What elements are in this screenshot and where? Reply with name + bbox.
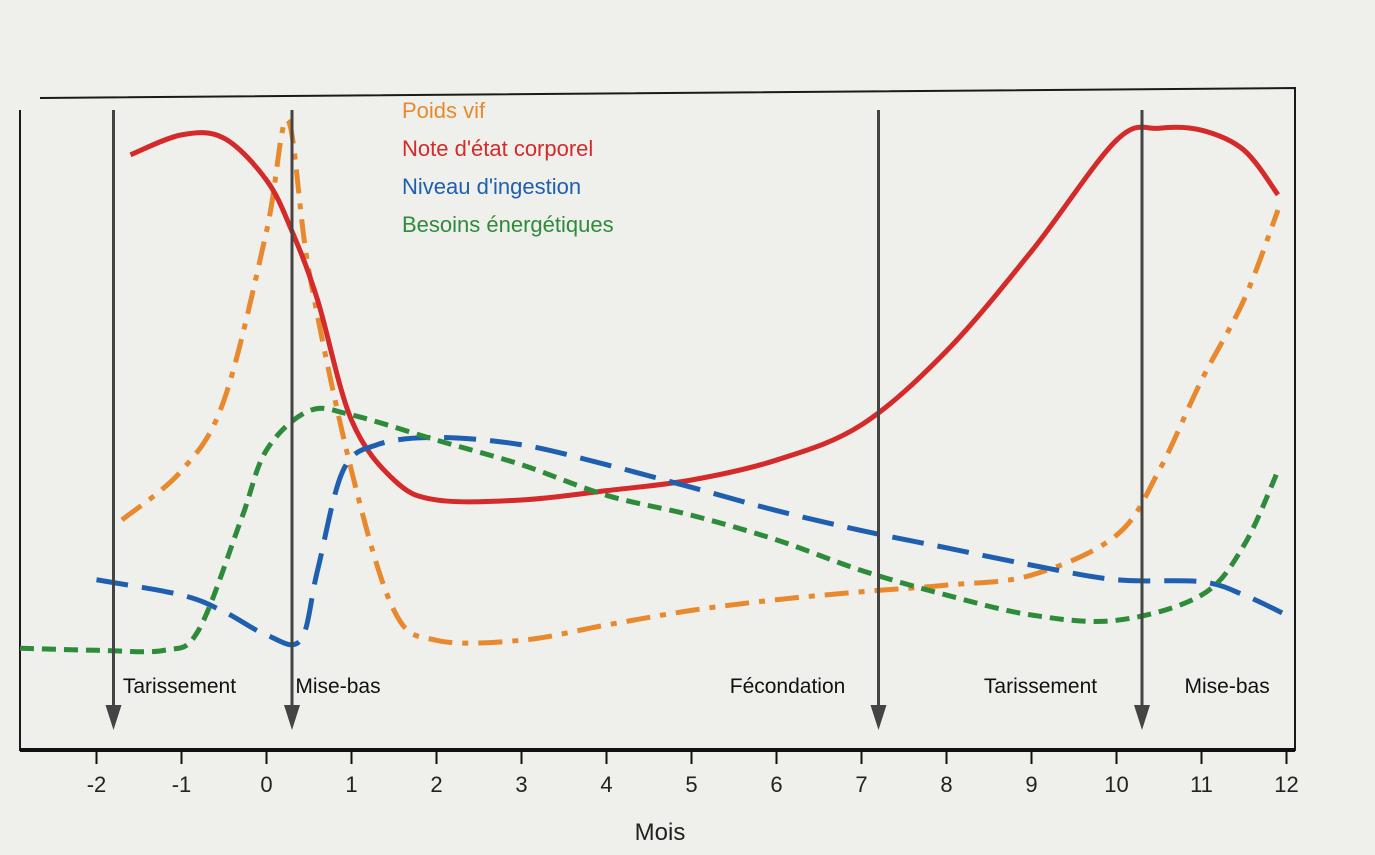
event-label: Tarissement	[123, 675, 236, 698]
event-label: Mise-bas	[295, 675, 380, 698]
x-tick-label: 12	[1274, 772, 1298, 797]
x-tick-label: 9	[1025, 772, 1037, 797]
event-label: Mise-bas	[1185, 675, 1270, 698]
x-axis-label: Mois	[635, 819, 686, 846]
x-tick-label: 0	[260, 772, 272, 797]
x-tick-label: 4	[600, 772, 612, 797]
x-tick-label: 10	[1104, 772, 1128, 797]
x-tick-label: -1	[172, 772, 192, 797]
event-label: Fécondation	[730, 675, 846, 698]
x-tick-label: 7	[855, 772, 867, 797]
legend-entry: Poids vif	[402, 98, 486, 123]
x-tick-label: 11	[1190, 772, 1213, 797]
x-tick-label: -2	[87, 772, 107, 797]
legend-entry: Niveau d'ingestion	[402, 174, 581, 199]
page: Mois -2-10123456789101112Poids vifNote d…	[0, 0, 1375, 855]
x-tick-label: 3	[515, 772, 527, 797]
x-tick-label: 1	[345, 772, 357, 797]
x-tick-label: 2	[430, 772, 442, 797]
chart: Mois -2-10123456789101112Poids vifNote d…	[0, 0, 1375, 855]
x-tick-label: 6	[770, 772, 782, 797]
x-tick-label: 8	[940, 772, 952, 797]
legend-entry: Besoins énergétiques	[402, 212, 614, 237]
legend-entry: Note d'état corporel	[402, 136, 593, 161]
x-tick-label: 5	[685, 772, 697, 797]
event-label: Tarissement	[984, 675, 1097, 698]
